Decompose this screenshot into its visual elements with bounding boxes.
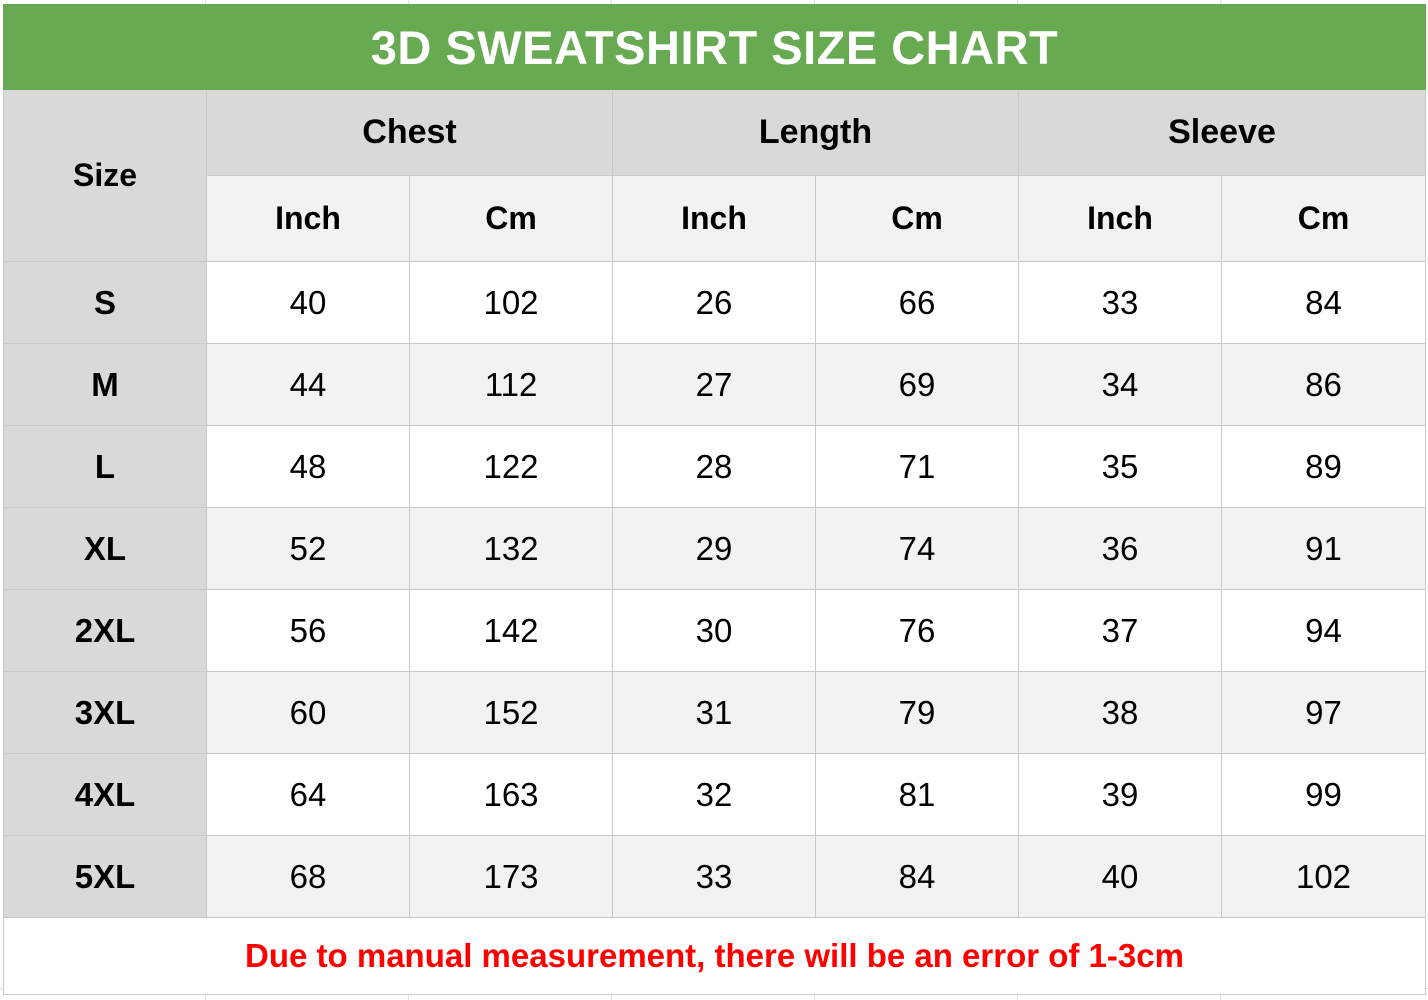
cell-sleeve-inch: 34 — [1018, 343, 1222, 426]
row-size-label: XL — [3, 507, 207, 590]
cell-sleeve-cm: 97 — [1220, 671, 1427, 754]
cell-length-cm: 66 — [815, 261, 1019, 344]
cell-sleeve-inch: 35 — [1018, 425, 1222, 508]
table-row: 2XL 56 142 30 76 37 94 — [3, 589, 1427, 672]
cell-length-inch: 27 — [612, 343, 816, 426]
table-row: 5XL 68 173 33 84 40 102 — [3, 835, 1427, 918]
title-row: 3D SWEATSHIRT SIZE CHART — [2, 4, 1427, 90]
cell-chest-cm: 112 — [409, 343, 613, 426]
header-chest-inch: Inch — [206, 175, 410, 262]
cell-length-inch: 33 — [612, 835, 816, 918]
table-row: M 44 112 27 69 34 86 — [3, 343, 1427, 426]
cell-sleeve-inch: 38 — [1018, 671, 1222, 754]
cell-sleeve-inch: 36 — [1018, 507, 1222, 590]
cell-length-cm: 76 — [815, 589, 1019, 672]
cell-chest-cm: 173 — [409, 835, 613, 918]
cell-length-inch: 32 — [612, 753, 816, 836]
cell-length-cm: 84 — [815, 835, 1019, 918]
cell-chest-cm: 132 — [409, 507, 613, 590]
cell-sleeve-cm: 89 — [1220, 425, 1427, 508]
unit-header-row: Inch Cm Inch Cm Inch Cm — [4, 175, 1427, 262]
chart-title-cell: 3D SWEATSHIRT SIZE CHART — [2, 4, 1427, 90]
row-size-label: 4XL — [3, 753, 207, 836]
cell-sleeve-cm: 86 — [1220, 343, 1427, 426]
table-row: S 40 102 26 66 33 84 — [3, 261, 1427, 344]
row-size-label: 3XL — [3, 671, 207, 754]
cell-length-cm: 74 — [815, 507, 1019, 590]
header-length-cm: Cm — [815, 175, 1019, 262]
cell-sleeve-cm: 91 — [1220, 507, 1427, 590]
cell-chest-inch: 52 — [206, 507, 410, 590]
row-size-label: 2XL — [3, 589, 207, 672]
header-length-inch: Inch — [612, 175, 816, 262]
size-chart-sheet: 3D SWEATSHIRT SIZE CHART Size Chest Leng… — [2, 4, 1427, 995]
header-group-sleeve: Sleeve — [1017, 89, 1427, 176]
cell-sleeve-inch: 40 — [1018, 835, 1222, 918]
measurement-note-cell: Due to manual measurement, there will be… — [2, 917, 1427, 995]
table-row: 4XL 64 163 32 81 39 99 — [3, 753, 1427, 836]
cell-sleeve-inch: 39 — [1018, 753, 1222, 836]
header-group-chest: Chest — [206, 89, 613, 176]
cell-length-inch: 28 — [612, 425, 816, 508]
note-row: Due to manual measurement, there will be… — [2, 917, 1427, 995]
cell-length-cm: 69 — [815, 343, 1019, 426]
cell-length-cm: 79 — [815, 671, 1019, 754]
table-row: XL 52 132 29 74 36 91 — [3, 507, 1427, 590]
cell-chest-cm: 163 — [409, 753, 613, 836]
cell-chest-inch: 40 — [206, 261, 410, 344]
cell-chest-inch: 48 — [206, 425, 410, 508]
cell-length-inch: 31 — [612, 671, 816, 754]
header-group-length: Length — [612, 89, 1019, 176]
cell-sleeve-inch: 33 — [1018, 261, 1222, 344]
table-row: 3XL 60 152 31 79 38 97 — [3, 671, 1427, 754]
cell-sleeve-cm: 94 — [1220, 589, 1427, 672]
cell-length-inch: 26 — [612, 261, 816, 344]
cell-chest-inch: 56 — [206, 589, 410, 672]
cell-chest-inch: 44 — [206, 343, 410, 426]
cell-chest-inch: 64 — [206, 753, 410, 836]
row-size-label: M — [3, 343, 207, 426]
group-header-row: Size Chest Length Sleeve — [3, 89, 1427, 262]
cell-sleeve-cm: 99 — [1220, 753, 1427, 836]
header-chest-cm: Cm — [409, 175, 613, 262]
cell-sleeve-cm: 84 — [1220, 261, 1427, 344]
page-title: 3D SWEATSHIRT SIZE CHART — [370, 20, 1059, 74]
measurement-note: Due to manual measurement, there will be… — [245, 937, 1184, 974]
table-row: L 48 122 28 71 35 89 — [3, 425, 1427, 508]
size-chart-table: 3D SWEATSHIRT SIZE CHART Size Chest Leng… — [2, 4, 1427, 995]
cell-length-cm: 71 — [815, 425, 1019, 508]
row-size-label: 5XL — [3, 835, 207, 918]
header-sleeve-cm: Cm — [1220, 175, 1427, 262]
cell-length-inch: 30 — [612, 589, 816, 672]
row-size-label: S — [3, 261, 207, 344]
cell-sleeve-inch: 37 — [1018, 589, 1222, 672]
cell-chest-cm: 102 — [409, 261, 613, 344]
cell-chest-cm: 142 — [409, 589, 613, 672]
header-sleeve-inch: Inch — [1018, 175, 1222, 262]
cell-chest-inch: 60 — [206, 671, 410, 754]
cell-chest-inch: 68 — [206, 835, 410, 918]
header-size: Size — [3, 89, 207, 262]
cell-chest-cm: 122 — [409, 425, 613, 508]
row-size-label: L — [3, 425, 207, 508]
cell-length-cm: 81 — [815, 753, 1019, 836]
cell-chest-cm: 152 — [409, 671, 613, 754]
cell-length-inch: 29 — [612, 507, 816, 590]
cell-sleeve-cm: 102 — [1220, 835, 1427, 918]
